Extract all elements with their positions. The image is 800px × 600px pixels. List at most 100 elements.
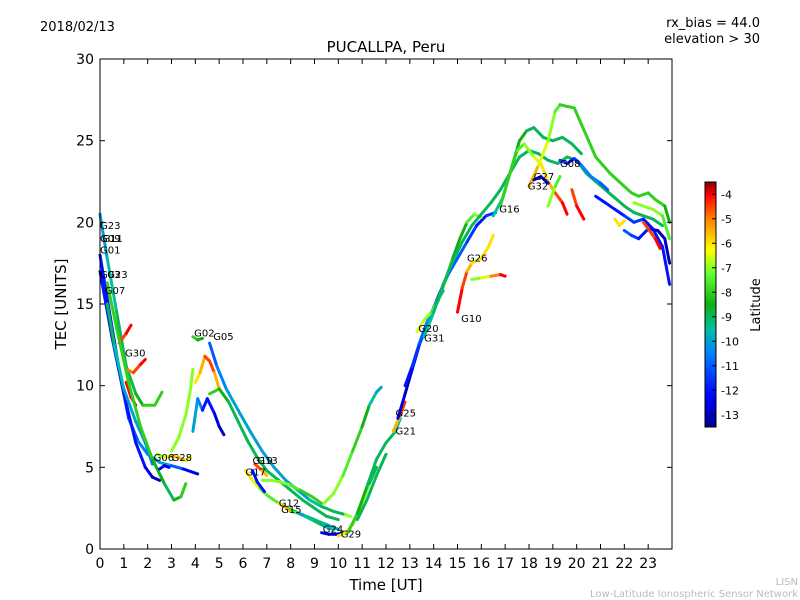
tec-segment [127, 380, 142, 428]
tec-segment [255, 480, 266, 494]
tec-segment [646, 191, 657, 201]
tec-segment [641, 217, 655, 231]
satellite-label: G10 [461, 314, 481, 325]
tec-segment [208, 341, 219, 368]
tec-segment [661, 214, 672, 241]
tec-segment [572, 157, 583, 167]
tec-segment [150, 457, 166, 486]
tec-segment [208, 359, 216, 375]
tec-segment [189, 367, 195, 391]
tec-segment [310, 495, 324, 505]
tec-segment [193, 371, 202, 384]
tec-segment [313, 506, 328, 518]
tec-segment [653, 198, 667, 208]
y-axis: 0 5 10 15 20 25 30 [76, 52, 672, 558]
tec-segment [641, 214, 655, 221]
tec-segment [661, 245, 672, 286]
tec-track-n [201, 397, 226, 437]
colorbar-tick-label: -6 [721, 237, 732, 250]
tec-segment [475, 214, 488, 228]
tec-segment [622, 184, 633, 195]
tec-track-an [546, 175, 562, 208]
x-tick-label: 15 [449, 556, 467, 572]
tec-segment [579, 163, 593, 179]
tec-segment [134, 441, 147, 469]
tec-segment [170, 436, 181, 453]
tec-track-am [558, 157, 610, 192]
tec-segment [324, 514, 340, 522]
tec-segment [651, 217, 664, 228]
tec-track-ap [594, 194, 672, 286]
tec-segment [313, 519, 326, 528]
satellite-label: G27 [534, 172, 554, 183]
tec-segment [360, 403, 371, 428]
tec-segment [105, 256, 119, 314]
tec-segment [112, 343, 126, 391]
x-tick-label: 9 [310, 556, 319, 572]
tec-track-k [170, 367, 195, 453]
y-tick-label: 0 [85, 542, 94, 558]
tec-segment [553, 175, 562, 188]
x-tick-label: 4 [191, 556, 200, 572]
tec-track-z [346, 416, 402, 535]
tec-track-p [208, 341, 352, 518]
tec-track-h [105, 281, 188, 502]
tec-segment [324, 523, 340, 531]
tec-segment [158, 460, 173, 468]
tec-segment [303, 514, 316, 523]
tec-segment [460, 224, 474, 244]
tec-segment [646, 227, 657, 241]
tec-segment [489, 188, 502, 205]
colorbar-ticks: -4 -5 -6 -7 -8 -9 -10 -11 -12 -13 [712, 188, 739, 422]
x-tick-label: 3 [167, 556, 176, 572]
satellite-label: G21 [396, 427, 416, 438]
satellite-label: G02 [194, 329, 214, 340]
tec-segment [546, 184, 557, 208]
tec-segment [651, 227, 664, 249]
tec-segment [653, 237, 662, 250]
tec-segment [224, 387, 240, 412]
tec-segment [637, 227, 650, 241]
x-tick-label: 22 [615, 556, 633, 572]
tec-segment [313, 518, 328, 526]
tec-segment [98, 253, 111, 314]
tec-segment [365, 457, 378, 489]
tec-segment [255, 456, 269, 473]
tec-segment [498, 273, 507, 278]
satellite-label: G13 [257, 456, 277, 467]
y-tick-label: 5 [85, 460, 94, 476]
x-tick-label: 23 [639, 556, 657, 572]
tec-segment [546, 109, 557, 143]
tec-segment [212, 371, 221, 391]
x-tick-label: 16 [472, 556, 490, 572]
satellite-label: G32 [528, 182, 548, 193]
tec-segment [98, 212, 109, 260]
tec-segment [344, 513, 352, 518]
tec-segment [298, 488, 314, 499]
satellite-label: G11 [102, 234, 122, 245]
tec-segment [487, 233, 495, 249]
tec-segment [422, 310, 433, 322]
tec-segment [608, 171, 619, 182]
tec-segment [603, 188, 617, 200]
tec-segment [656, 229, 667, 241]
tec-segment [518, 129, 529, 143]
tec-segment [603, 201, 617, 211]
tec-segment [601, 163, 612, 175]
tec-segment [572, 106, 583, 126]
satellite-label: G29 [341, 530, 361, 541]
satellite-label: G05 [213, 332, 233, 343]
x-tick-label: 7 [262, 556, 271, 572]
colorbar-tick-label: -13 [721, 409, 739, 422]
tec-segment [551, 135, 564, 143]
tec-segment [162, 464, 171, 469]
satellite-label: G03 [100, 270, 120, 281]
colorbar-tick-label: -8 [721, 286, 732, 299]
tec-segment [184, 456, 193, 463]
footer-org-long: Low-Latitude Ionospheric Sensor Network [590, 589, 798, 600]
tec-segment [253, 462, 264, 473]
tec-segment [570, 188, 579, 208]
tec-track-x [322, 385, 383, 505]
colorbar-tick-label: -10 [721, 335, 739, 348]
